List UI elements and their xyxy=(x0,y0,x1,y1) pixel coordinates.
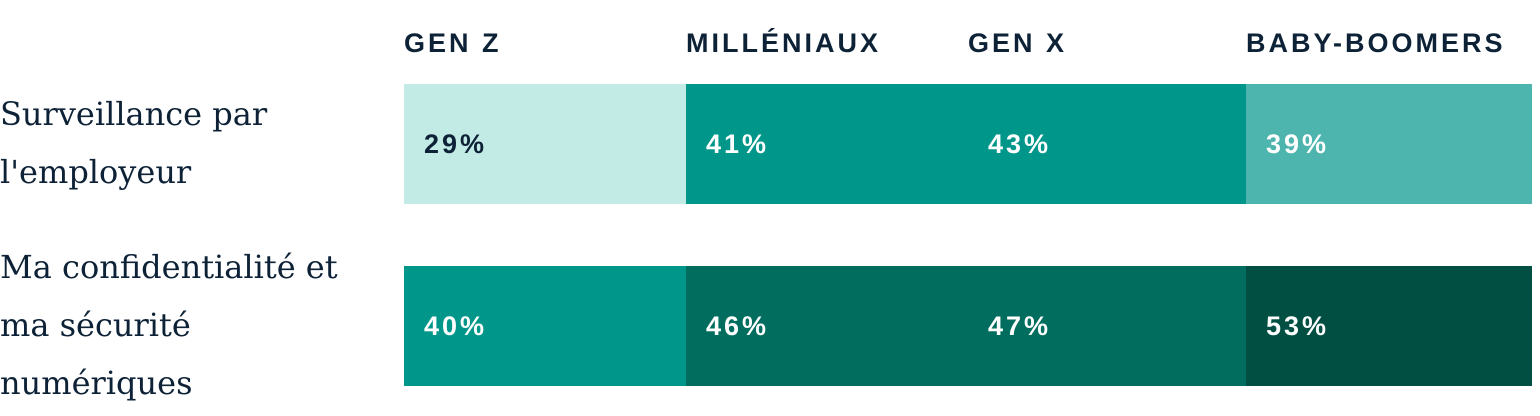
heatmap-cell: 53% xyxy=(1246,266,1532,386)
heatmap-cell: 46% xyxy=(686,266,968,386)
heatmap-cell: 41% xyxy=(686,84,968,204)
column-header-baby-boomers: BABY-BOOMERS xyxy=(1246,28,1506,58)
row-label-privacy-security: Ma confidentialité et ma sécurité numéri… xyxy=(0,248,338,402)
heatmap-cell: 47% xyxy=(968,266,1246,386)
column-header-gen-x: GEN X xyxy=(968,28,1068,58)
column-header-gen-z: GEN Z xyxy=(404,28,502,58)
column-header-millenials: MILLÉNIAUX xyxy=(686,28,881,58)
heatmap-cell: 40% xyxy=(404,266,686,386)
heatmap-cell: 43% xyxy=(968,84,1246,204)
heatmap-cell: 29% xyxy=(404,84,686,204)
row-label-employer-surveillance: Surveillance par l'employeur xyxy=(0,95,268,191)
heatmap-cell: 39% xyxy=(1246,84,1532,204)
